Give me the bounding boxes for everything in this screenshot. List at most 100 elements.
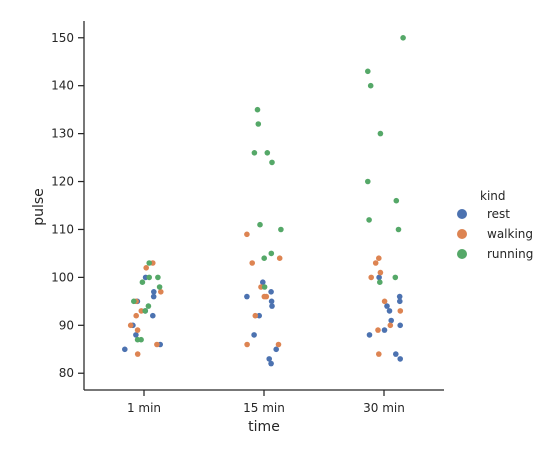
point-rest xyxy=(397,322,404,329)
point-running xyxy=(269,159,275,166)
y-tick-label: 90 xyxy=(59,318,74,332)
point-rest xyxy=(268,289,274,295)
legend-marker-rest xyxy=(457,209,467,219)
y-tick-label: 130 xyxy=(51,127,74,141)
legend-label-walking: walking xyxy=(487,227,533,241)
point-rest xyxy=(122,346,128,353)
point-walking xyxy=(376,351,382,357)
point-walking xyxy=(275,341,282,348)
point-rest xyxy=(150,312,156,319)
point-rest xyxy=(266,356,273,362)
point-running xyxy=(251,150,258,156)
point-rest xyxy=(388,317,395,324)
point-walking xyxy=(134,327,141,333)
x-axis: 1 min 15 min 30 min xyxy=(84,389,444,415)
y-tick-label: 150 xyxy=(51,31,74,45)
point-rest xyxy=(397,356,404,362)
point-running xyxy=(400,35,406,41)
point-running xyxy=(268,250,275,257)
point-rest xyxy=(150,293,157,300)
point-running xyxy=(145,303,152,309)
point-running xyxy=(365,68,371,75)
point-walking xyxy=(397,308,404,314)
point-running xyxy=(367,82,374,89)
x-tick-label: 1 min xyxy=(127,401,161,415)
point-rest xyxy=(381,327,388,333)
point-walking xyxy=(368,274,375,281)
legend-label-running: running xyxy=(487,247,533,261)
point-running xyxy=(134,336,141,343)
point-rest xyxy=(268,298,275,305)
point-rest xyxy=(251,332,257,338)
point-rest xyxy=(260,279,266,286)
legend-marker-running xyxy=(457,249,467,259)
point-rest xyxy=(396,293,403,300)
point-running xyxy=(261,255,268,261)
point-walking xyxy=(133,312,139,319)
point-rest xyxy=(386,308,393,314)
point-walking xyxy=(244,231,250,238)
point-walking xyxy=(261,293,268,300)
legend-label-rest: rest xyxy=(487,207,510,221)
y-tick-label: 140 xyxy=(51,79,74,93)
y-tick-label: 110 xyxy=(51,222,74,236)
point-running xyxy=(257,221,263,228)
point-running xyxy=(377,279,383,286)
point-walking xyxy=(276,255,283,261)
point-walking xyxy=(377,269,384,276)
point-running xyxy=(261,284,268,290)
point-rest xyxy=(268,360,274,367)
point-walking xyxy=(158,289,164,295)
x-tick-label: 30 min xyxy=(363,401,405,415)
point-walking xyxy=(249,260,255,266)
point-rest xyxy=(393,351,399,357)
point-walking xyxy=(244,341,250,348)
point-rest xyxy=(273,346,280,353)
point-walking xyxy=(127,322,134,329)
point-rest xyxy=(244,293,250,300)
point-running xyxy=(131,298,137,305)
point-rest xyxy=(376,274,382,281)
y-axis-title: pulse xyxy=(31,188,47,226)
point-walking xyxy=(138,308,145,314)
point-rest xyxy=(397,298,403,305)
legend-title: kind xyxy=(480,189,506,203)
y-tick-label: 120 xyxy=(51,175,74,189)
point-running xyxy=(264,150,271,156)
point-running xyxy=(146,274,152,281)
point-running xyxy=(142,308,148,314)
x-tick-label: 15 min xyxy=(243,401,285,415)
point-running xyxy=(393,197,400,204)
y-tick-label: 80 xyxy=(59,366,74,380)
point-running xyxy=(366,217,372,223)
legend-marker-walking xyxy=(457,229,467,239)
point-running xyxy=(365,178,371,185)
x-axis-title: time xyxy=(248,419,280,435)
point-walking xyxy=(372,260,379,266)
point-rest xyxy=(133,332,139,338)
point-walking xyxy=(154,341,160,348)
point-running xyxy=(146,260,152,266)
y-tick-label: 100 xyxy=(51,270,74,284)
point-running xyxy=(156,284,163,290)
y-axis: 80 90 100 110 120 130 140 150 xyxy=(51,21,85,390)
point-walking xyxy=(134,351,141,357)
point-running xyxy=(155,274,161,281)
point-walking xyxy=(381,298,388,305)
point-running xyxy=(255,121,262,127)
point-rest xyxy=(151,289,157,295)
point-rest xyxy=(269,303,275,309)
point-running xyxy=(139,279,146,286)
point-running xyxy=(254,106,261,113)
point-walking xyxy=(252,312,259,319)
point-rest xyxy=(366,332,373,338)
point-walking xyxy=(387,322,394,329)
point-walking xyxy=(375,327,381,333)
point-running xyxy=(377,130,384,137)
legend: kind rest walking running xyxy=(457,189,533,261)
point-rest xyxy=(256,312,263,319)
point-walking xyxy=(376,255,382,261)
data-points xyxy=(122,35,406,367)
point-running xyxy=(392,274,399,281)
